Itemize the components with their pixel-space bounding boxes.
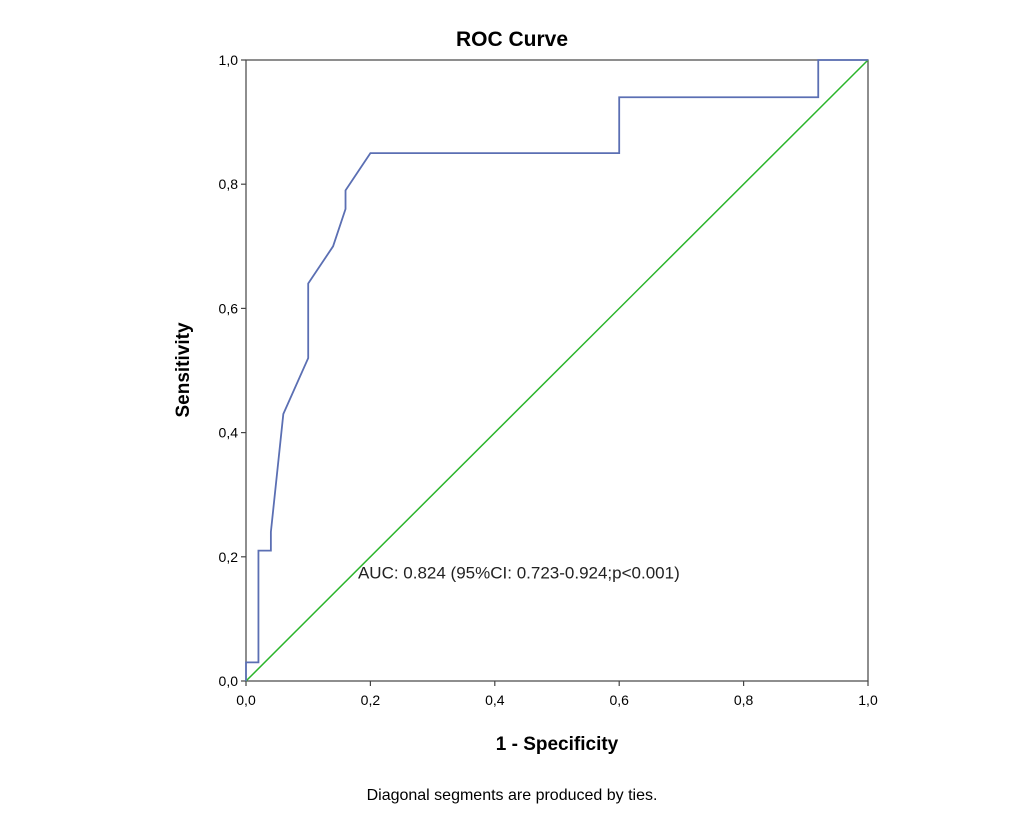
- y-tick-label: 0,2: [219, 549, 239, 565]
- annotation-layer: AUC: 0.824 (95%CI: 0.723-0.924;p<0.001): [358, 564, 680, 583]
- x-axis: 0,0 0,2 0,4 0,6 0,8 1,0: [236, 681, 878, 708]
- x-axis-label: 1 - Specificity: [496, 734, 619, 755]
- chart-footnote: Diagonal segments are produced by ties.: [367, 787, 658, 804]
- y-axis: 0,0 0,2 0,4 0,6 0,8 1,0: [219, 52, 246, 689]
- x-tick-label: 0,6: [609, 692, 629, 708]
- chart-title: ROC Curve: [456, 28, 568, 51]
- y-tick-label: 0,4: [219, 425, 239, 441]
- y-axis-label: Sensitivity: [173, 322, 194, 417]
- y-tick-label: 0,0: [219, 673, 239, 689]
- reference-diagonal-line: [245, 59, 869, 682]
- y-tick-label: 0,6: [219, 300, 239, 316]
- plot-frame: [245, 59, 869, 682]
- y-tick-label: 1,0: [219, 52, 239, 68]
- auc-annotation: AUC: 0.824 (95%CI: 0.723-0.924;p<0.001): [358, 564, 680, 583]
- x-tick-label: 1,0: [858, 692, 878, 708]
- roc-curve-line: [245, 59, 868, 681]
- x-tick-label: 0,2: [361, 692, 381, 708]
- y-tick-label: 0,8: [219, 176, 239, 192]
- x-tick-label: 0,4: [485, 692, 505, 708]
- series-layer: [245, 59, 869, 682]
- x-tick-label: 0,8: [734, 692, 754, 708]
- x-tick-label: 0,0: [236, 692, 256, 708]
